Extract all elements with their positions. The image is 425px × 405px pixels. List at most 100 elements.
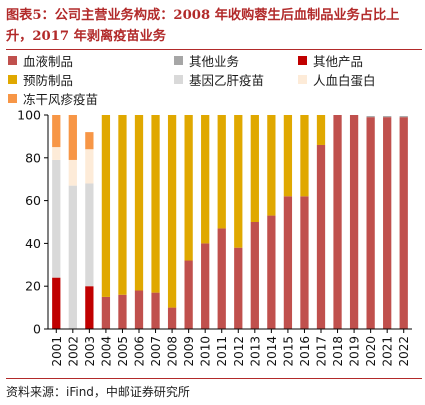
x-tick-label: 2010 — [199, 336, 213, 367]
y-tick-label: 60 — [25, 193, 41, 208]
bar-segment — [283, 196, 293, 329]
legend-label: 其他产品 — [313, 54, 364, 69]
bar-segment — [167, 115, 177, 308]
x-tick-label: 2011 — [215, 336, 229, 367]
bar-segment — [201, 243, 210, 329]
x-tick-label: 2018 — [331, 336, 345, 367]
bar-segment — [267, 215, 276, 329]
bar-segment — [85, 149, 94, 184]
legend-item: 基因乙肝疫苗 — [174, 70, 264, 89]
x-tick-label: 2022 — [397, 336, 411, 367]
bar-segment — [68, 159, 77, 186]
legend-item: 人血白蛋白 — [298, 70, 376, 89]
x-tick-label: 2015 — [281, 336, 295, 367]
bar-segment — [399, 117, 408, 329]
bar-segment — [250, 222, 259, 329]
x-tick-label: 2012 — [232, 336, 246, 367]
bar-segment — [85, 183, 94, 287]
legend-swatch — [8, 56, 17, 65]
legend-swatch — [298, 56, 307, 65]
legend-label: 基因乙肝疫苗 — [189, 73, 265, 88]
bar-segment — [118, 115, 127, 295]
chart-legend: 血液制品 其他业务 其他产品预防制品 基因乙肝疫苗 人血白蛋白冻干风疹疫苗 — [8, 51, 422, 113]
legend-swatch — [298, 75, 307, 84]
bar-segment — [234, 115, 243, 248]
y-tick-label: 0 — [33, 322, 41, 337]
bar-segment — [333, 115, 342, 329]
x-tick-label: 2007 — [149, 336, 163, 367]
x-tick-label: 2016 — [298, 336, 312, 367]
chart-title: 图表5：公司主营业务构成：2008 年收购蓉生后血制品业务占比上升，2017 年… — [6, 8, 400, 44]
bar-segment — [118, 294, 127, 329]
bar-segment — [383, 116, 392, 118]
bar-segment — [300, 196, 309, 329]
legend-label: 其他业务 — [189, 54, 240, 69]
bar-segment — [167, 307, 177, 329]
bar-segment — [316, 144, 326, 329]
bar-segment — [383, 117, 392, 329]
y-axis: 0 20 40 60 80 100 — [17, 108, 49, 337]
legend-swatch — [174, 75, 183, 84]
legend-label: 血液制品 — [23, 54, 74, 69]
bar-segment — [349, 115, 359, 329]
legend-item: 冻干风疹疫苗 — [8, 89, 98, 108]
bar-segment — [85, 286, 94, 329]
bar-segment — [217, 115, 226, 229]
x-tick-label: 2008 — [166, 336, 180, 367]
source-note: 资料来源：iFind，中邮证券研究所 — [6, 385, 190, 399]
bar-segment — [85, 132, 94, 150]
x-axis: 2001 2002 2003 2004 2005 2006 2007 2008 2009 2010… — [48, 328, 412, 367]
legend-label: 预防制品 — [23, 73, 74, 88]
bar-segment — [68, 115, 77, 160]
bar-segment — [151, 292, 160, 329]
x-tick-label: 2001 — [50, 336, 64, 367]
y-tick-label: 40 — [25, 236, 41, 251]
bar-segment — [52, 277, 61, 329]
x-tick-label: 2002 — [66, 336, 80, 367]
legend-item: 血液制品 — [8, 51, 73, 70]
legend-label: 人血白蛋白 — [313, 73, 376, 88]
bar-segment — [52, 159, 61, 278]
legend-swatch — [8, 75, 17, 84]
x-tick-label: 2019 — [348, 336, 362, 367]
x-tick-label: 2004 — [99, 336, 113, 367]
bar-segment — [366, 116, 375, 118]
bar-segment — [68, 185, 77, 329]
bar-segment — [52, 147, 61, 160]
x-tick-label: 2005 — [116, 336, 130, 367]
bar-segment — [134, 290, 144, 329]
y-tick-label: 20 — [25, 279, 41, 294]
y-tick-label: 100 — [17, 108, 41, 123]
legend-swatch — [8, 94, 17, 103]
x-tick-label: 2014 — [265, 336, 279, 367]
x-tick-label: 2021 — [381, 336, 395, 367]
bar-segment — [250, 115, 259, 222]
legend-swatch — [174, 56, 183, 65]
x-tick-label: 2003 — [83, 336, 97, 367]
footer-divider — [6, 378, 422, 379]
y-tick-label: 80 — [25, 150, 41, 165]
x-tick-label: 2017 — [315, 336, 329, 367]
bar-segment — [101, 296, 111, 329]
x-tick-label: 2009 — [182, 336, 196, 367]
bar-segment — [366, 117, 375, 329]
legend-label: 冻干风疹疫苗 — [23, 92, 99, 107]
bar-segment — [283, 115, 293, 197]
bar-segment — [217, 228, 226, 329]
bar-segment — [151, 115, 160, 293]
legend-item: 其他业务 — [174, 51, 239, 70]
bar-segment — [201, 115, 210, 244]
x-tick-label: 2013 — [248, 336, 262, 367]
bar-segment — [300, 115, 309, 197]
bar-segment — [184, 260, 193, 329]
bars — [52, 115, 408, 329]
bar-segment — [52, 115, 61, 148]
bar-segment — [234, 247, 243, 329]
title-divider — [6, 49, 422, 50]
bar-segment — [399, 116, 408, 118]
x-tick-label: 2006 — [133, 336, 147, 367]
bar-segment — [184, 115, 193, 261]
legend-item: 预防制品 — [8, 70, 73, 89]
bar-segment — [101, 115, 111, 297]
